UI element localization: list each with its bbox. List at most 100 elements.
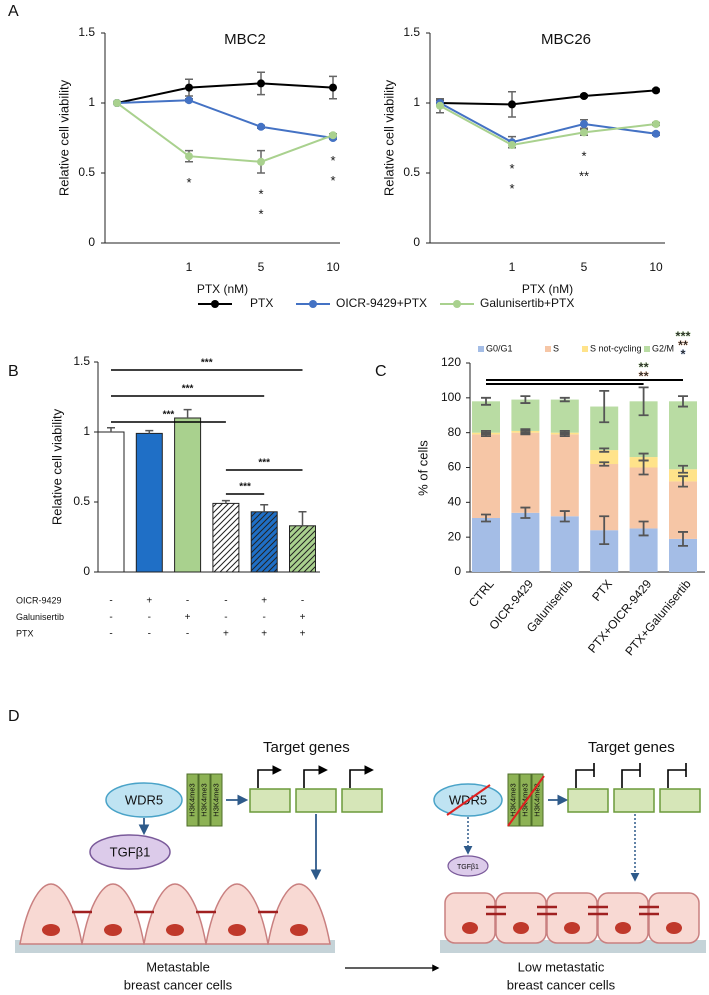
cell bbox=[19, 883, 83, 945]
nucleus bbox=[290, 924, 308, 936]
bar-segment bbox=[629, 467, 658, 529]
bar bbox=[212, 502, 240, 573]
x-tick-label: CTRL bbox=[466, 577, 497, 610]
bar bbox=[97, 431, 125, 573]
nucleus bbox=[462, 922, 478, 934]
significance: *** bbox=[201, 358, 213, 369]
y-tick-label: 0.5 bbox=[73, 494, 90, 508]
series-line bbox=[439, 104, 657, 147]
y-tick-label: 120 bbox=[441, 355, 461, 369]
error-bar bbox=[481, 396, 491, 406]
nucleus bbox=[42, 924, 60, 936]
point bbox=[436, 101, 444, 110]
point bbox=[185, 83, 193, 92]
nucleus bbox=[615, 922, 631, 934]
error-bar bbox=[183, 408, 192, 418]
histone-label: H3K4me3 bbox=[187, 783, 196, 816]
condition-sign: + bbox=[261, 596, 267, 607]
bar bbox=[174, 417, 202, 573]
bar-segment bbox=[590, 450, 619, 465]
caption: Low metastatic bbox=[518, 959, 605, 974]
point bbox=[508, 141, 516, 149]
series-line bbox=[116, 99, 334, 139]
y-tick-label: 1 bbox=[88, 95, 95, 109]
y-tick-label: 40 bbox=[448, 495, 462, 509]
y-axis-label: % of cells bbox=[415, 440, 430, 496]
repression bbox=[575, 763, 595, 788]
repression bbox=[621, 763, 641, 788]
panel-letter: D bbox=[8, 708, 20, 725]
significance: * bbox=[258, 206, 263, 221]
y-tick-label: 1.5 bbox=[73, 354, 90, 368]
significance: ** bbox=[639, 359, 650, 374]
error-bar bbox=[145, 429, 154, 434]
error-bar bbox=[559, 396, 570, 403]
legend-label: G2/M bbox=[652, 343, 674, 353]
legend-label: Galunisertib+PTX bbox=[480, 296, 574, 310]
condition-sign: - bbox=[224, 596, 227, 607]
gene bbox=[341, 788, 383, 813]
error-bar bbox=[559, 430, 570, 436]
tgfb1-label: TGFβ1 bbox=[457, 864, 479, 871]
legend-swatch bbox=[478, 346, 484, 352]
error-bar bbox=[520, 428, 531, 434]
cell bbox=[597, 892, 649, 944]
histone-mark bbox=[507, 773, 520, 827]
y-tick-label: 60 bbox=[448, 460, 462, 474]
legend-swatch bbox=[582, 346, 588, 352]
histone-mark bbox=[198, 773, 211, 827]
error-bar bbox=[298, 511, 307, 526]
significance: * bbox=[581, 149, 586, 164]
y-tick-label: 1.5 bbox=[403, 25, 420, 39]
point bbox=[113, 99, 121, 107]
point bbox=[652, 120, 660, 128]
error-bar bbox=[599, 447, 610, 453]
strike bbox=[446, 784, 491, 816]
significance: *** bbox=[675, 328, 691, 343]
chart-title: MBC26 bbox=[541, 31, 591, 48]
bar-segment bbox=[669, 481, 697, 539]
cell bbox=[495, 892, 547, 944]
activation bbox=[303, 765, 328, 788]
bar bbox=[135, 432, 163, 573]
condition-sign: - bbox=[109, 596, 112, 607]
target-genes: Target genes bbox=[588, 739, 675, 756]
y-tick-label: 0.5 bbox=[78, 165, 95, 179]
significance: *** bbox=[163, 410, 175, 421]
significance: * bbox=[330, 153, 335, 168]
bar-segment bbox=[472, 434, 500, 519]
nucleus bbox=[228, 924, 246, 936]
point bbox=[185, 96, 193, 105]
nucleus bbox=[513, 922, 529, 934]
nucleus bbox=[666, 922, 682, 934]
repression bbox=[667, 763, 687, 788]
y-tick-label: 1.5 bbox=[78, 25, 95, 39]
legend-label: OICR-9429+PTX bbox=[336, 296, 427, 310]
diagram: Target genes Target genes WDR5 WDR5 TGFβ… bbox=[15, 739, 706, 992]
condition-sign: + bbox=[223, 629, 229, 640]
significance: ** bbox=[678, 337, 689, 352]
condition-sign: - bbox=[186, 629, 189, 640]
x-tick-label: 5 bbox=[581, 260, 588, 274]
significance: * bbox=[509, 181, 514, 196]
x-axis-label: PTX (nM) bbox=[522, 282, 573, 296]
bar-segment bbox=[511, 399, 540, 431]
legend-label: G0/G1 bbox=[486, 343, 513, 353]
bar bbox=[289, 525, 316, 573]
histone-label: H3K4me3 bbox=[532, 783, 541, 816]
activation bbox=[349, 765, 374, 788]
point bbox=[652, 129, 660, 138]
point bbox=[580, 92, 588, 100]
nucleus bbox=[564, 922, 580, 934]
point bbox=[185, 152, 193, 161]
condition-sign: + bbox=[261, 629, 267, 640]
panel-letter: A bbox=[8, 3, 19, 20]
histone-label: H3K4me3 bbox=[211, 783, 220, 816]
condition-name: Galunisertib bbox=[16, 612, 64, 622]
cell bbox=[648, 892, 700, 944]
condition-sign: + bbox=[300, 612, 306, 623]
error-bar bbox=[559, 510, 570, 523]
significance: * bbox=[509, 161, 514, 176]
condition-sign: - bbox=[148, 629, 151, 640]
